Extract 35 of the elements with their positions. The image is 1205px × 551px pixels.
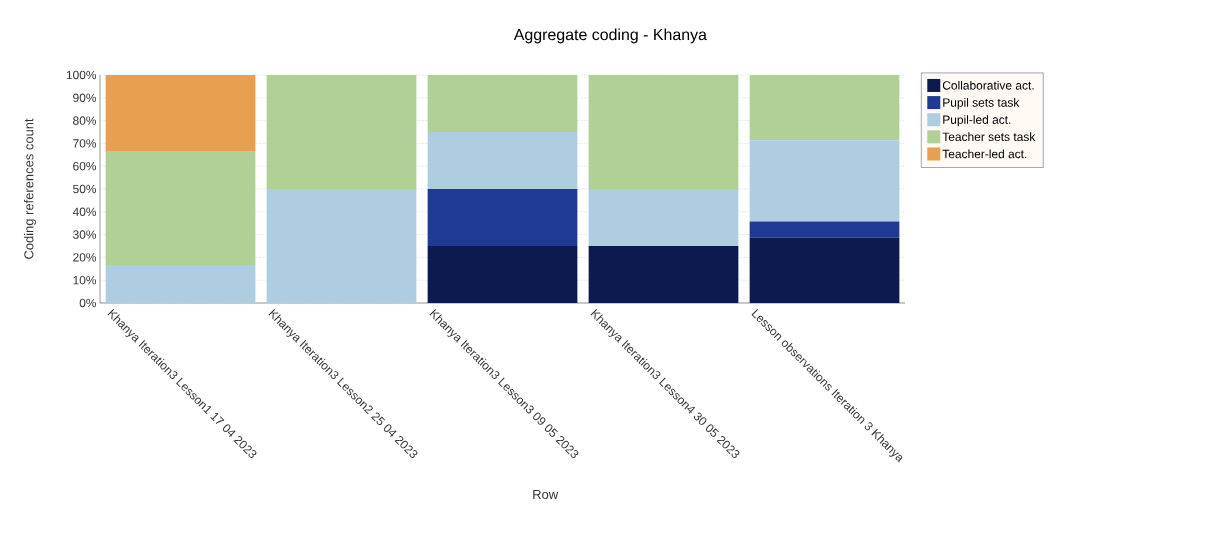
y-axis-title: Coding references count	[23, 118, 37, 259]
chart-title: Aggregate coding - Khanya	[513, 28, 707, 44]
bar	[266, 74, 417, 189]
legend-label: Pupil-led act.	[943, 115, 1011, 127]
bar	[427, 74, 578, 132]
y-tick-label: 90%	[73, 93, 97, 103]
bar	[588, 74, 739, 189]
bar	[749, 74, 900, 141]
legend-label: Teacher-led act.	[942, 149, 1027, 159]
bar	[105, 150, 256, 265]
bar	[749, 237, 900, 303]
bar	[105, 74, 256, 151]
y-tick-label: 30%	[73, 230, 97, 239]
bar	[105, 264, 256, 303]
bar	[749, 221, 900, 238]
y-tick-label: 50%	[73, 184, 97, 194]
bar	[427, 131, 578, 189]
x-axis-title: Row	[533, 489, 559, 500]
bar	[427, 188, 578, 246]
y-tick-label: 100%	[66, 70, 97, 80]
y-tick-label: 20%	[73, 253, 97, 262]
legend-label: Collaborative act.	[942, 80, 1034, 90]
y-tick-label: 60%	[73, 161, 97, 171]
legend-label: Teacher sets task	[942, 132, 1036, 142]
bar	[588, 245, 739, 303]
bar	[749, 140, 900, 222]
legend-label: Pupil sets task	[943, 98, 1020, 110]
bar	[427, 245, 578, 303]
y-tick-label: 40%	[72, 207, 97, 217]
bar	[266, 188, 417, 303]
y-tick-label: 80%	[73, 116, 97, 125]
y-tick-label: 70%	[73, 139, 97, 148]
bar	[588, 188, 739, 246]
y-tick-label: 10%	[73, 275, 97, 285]
y-tick-label: 0%	[79, 298, 97, 308]
